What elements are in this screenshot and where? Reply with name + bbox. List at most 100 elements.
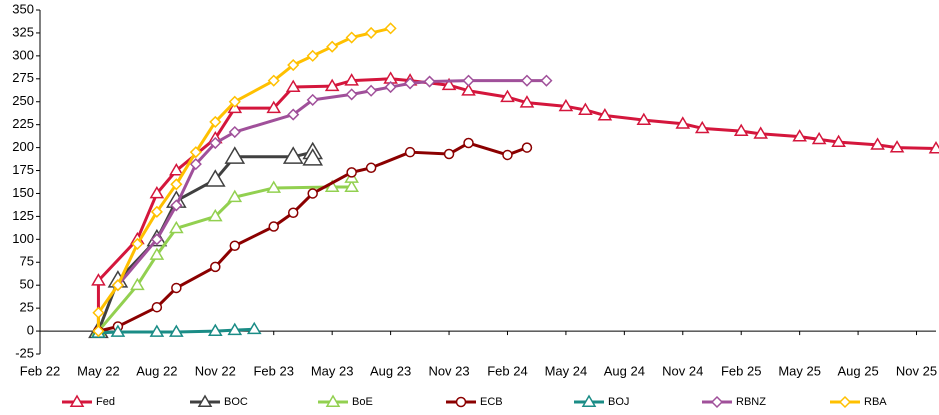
marker xyxy=(150,205,163,218)
legend-label: BOJ xyxy=(608,396,629,408)
marker xyxy=(811,131,827,145)
marker xyxy=(461,83,476,96)
marker xyxy=(285,79,301,93)
marker xyxy=(344,73,359,86)
y-tick-label: 225 xyxy=(12,116,34,131)
marker xyxy=(267,74,280,87)
marker xyxy=(227,322,243,336)
marker xyxy=(404,146,416,158)
marker xyxy=(831,134,846,148)
marker xyxy=(210,261,221,273)
marker xyxy=(694,120,710,134)
marker xyxy=(268,221,279,232)
marker xyxy=(344,179,359,192)
marker xyxy=(171,282,182,294)
marker xyxy=(792,129,807,142)
marker xyxy=(502,149,513,161)
marker xyxy=(307,188,318,199)
y-tick-label: 25 xyxy=(20,300,34,315)
marker xyxy=(287,207,299,218)
marker xyxy=(326,40,339,53)
marker xyxy=(443,148,455,160)
y-tick-label: 350 xyxy=(12,1,34,16)
y-tick-label: 275 xyxy=(12,70,34,85)
marker xyxy=(889,140,905,153)
x-tick-label: Feb 25 xyxy=(721,363,761,378)
marker xyxy=(131,237,144,250)
marker xyxy=(520,74,534,87)
marker xyxy=(266,100,282,114)
marker xyxy=(169,220,184,234)
marker xyxy=(753,126,769,139)
y-tick-label: 200 xyxy=(12,139,34,154)
marker xyxy=(169,324,184,337)
x-tick-label: Nov 22 xyxy=(195,363,236,378)
y-tick-label: 75 xyxy=(20,254,34,269)
y-tick-label: 250 xyxy=(12,93,34,108)
marker xyxy=(636,112,652,126)
marker xyxy=(130,277,145,291)
marker xyxy=(170,199,183,212)
legend-label: ECB xyxy=(480,396,503,408)
legend-label: Fed xyxy=(96,396,115,408)
y-tick-label: 0 xyxy=(27,323,34,338)
legend-label: RBNZ xyxy=(736,396,766,408)
x-tick-label: May 23 xyxy=(311,363,354,378)
marker xyxy=(365,84,378,97)
marker xyxy=(207,323,223,337)
marker xyxy=(149,247,165,260)
marker xyxy=(521,142,533,153)
x-tick-label: Nov 23 xyxy=(428,363,469,378)
y-tick-label: 300 xyxy=(12,47,34,62)
legend: Fed BOC BoE ECB BOJ RBNZ RBA xyxy=(62,394,887,409)
marker xyxy=(345,31,358,44)
marker xyxy=(519,95,535,108)
marker xyxy=(287,108,300,121)
marker xyxy=(69,394,85,407)
marker xyxy=(149,185,165,199)
x-tick-label: Aug 22 xyxy=(136,363,177,378)
x-tick-label: Aug 23 xyxy=(370,363,411,378)
marker xyxy=(384,80,397,94)
y-tick-label: 50 xyxy=(20,277,34,292)
marker xyxy=(870,137,885,150)
marker xyxy=(228,95,241,108)
marker xyxy=(266,180,282,193)
marker xyxy=(92,325,105,338)
marker xyxy=(209,136,222,150)
marker xyxy=(423,75,436,88)
marker xyxy=(209,115,222,128)
marker xyxy=(282,146,304,164)
x-tick-label: Aug 25 xyxy=(837,363,878,378)
y-tick-label: 175 xyxy=(12,162,34,177)
series-line xyxy=(96,77,937,332)
marker xyxy=(169,163,184,176)
marker xyxy=(287,58,300,72)
marker xyxy=(229,240,241,252)
marker xyxy=(224,146,246,164)
x-tick-label: Feb 23 xyxy=(253,363,293,378)
marker xyxy=(150,233,163,246)
y-tick-label: 150 xyxy=(12,185,34,200)
marker xyxy=(346,167,357,178)
marker xyxy=(92,306,105,319)
marker xyxy=(306,49,319,62)
marker xyxy=(110,324,126,337)
marker xyxy=(558,98,574,112)
legend-label: BoE xyxy=(352,396,373,408)
legend-label: BOC xyxy=(224,396,248,408)
series-line xyxy=(97,177,354,333)
marker xyxy=(581,394,597,407)
y-tick-label: 125 xyxy=(12,208,34,223)
marker xyxy=(149,324,165,337)
marker xyxy=(325,394,341,407)
marker xyxy=(710,395,724,409)
marker xyxy=(189,158,202,171)
marker xyxy=(204,169,226,187)
marker xyxy=(404,77,417,90)
x-tick-label: Feb 22 xyxy=(20,363,60,378)
marker xyxy=(207,208,223,222)
marker xyxy=(197,394,213,407)
marker xyxy=(111,279,124,292)
series-line xyxy=(96,26,391,332)
